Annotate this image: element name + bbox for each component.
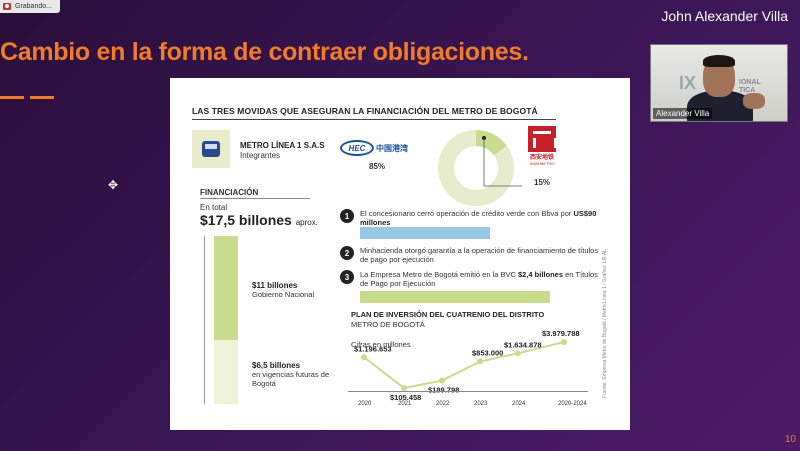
webcam-background-logo: IX [679, 73, 697, 93]
x-tick-label: 2022 [436, 401, 450, 407]
step-1-badge: 1 [340, 209, 354, 223]
step-1-text: El concesionario cerró operación de créd… [360, 209, 597, 227]
presenter-name: John Alexander Villa [661, 8, 788, 24]
data-point [401, 384, 407, 391]
financing-amount-value: $17,5 billones [200, 212, 292, 228]
financing-label: FINANCIACIÓN [200, 188, 259, 197]
recording-indicator[interactable]: Grabando... [0, 0, 60, 13]
plan-title: PLAN DE INVERSIÓN DEL CUATRENIO DEL DIST… [351, 310, 545, 319]
source-note: Fuente: Empresa Metro de Bogotá / Metro … [602, 249, 608, 398]
plan-subtitle: METRO DE BOGOTÁ [351, 320, 425, 329]
presenter-hair [703, 55, 735, 67]
data-point [439, 377, 445, 384]
webcam-name-tag: Alexander Villa [653, 108, 713, 119]
accent-divider [0, 96, 24, 99]
xian-metro-logo: 西安地铁 XIAN METRO [526, 126, 558, 166]
metro-subtitle: Integrantes [240, 151, 281, 160]
step-2-text: Minhacienda otorgó garantía a la operaci… [360, 246, 599, 264]
financing-bracket [204, 236, 205, 404]
x-tick-label: 2020 [358, 401, 372, 407]
financing-total-label: En total [200, 203, 228, 212]
data-label: $105.458 [390, 393, 421, 402]
data-label: $1.196.653 [354, 344, 392, 353]
data-label: $3.979.788 [542, 329, 580, 338]
x-tick-label: 2020-2024 [558, 401, 587, 407]
data-label: $853.000 [472, 349, 503, 358]
recording-icon [3, 3, 11, 10]
financing-divider [200, 198, 310, 199]
bogota-amount: $6,5 billones [252, 361, 301, 370]
slide-title: Cambio en la forma de contraer obligacio… [0, 38, 529, 66]
plan-units: Cifras en millones [351, 340, 411, 349]
infographic-header: LAS TRES MOVIDAS QUE ASEGURAN LA FINANCI… [192, 106, 556, 120]
step-3-bar [360, 291, 550, 303]
x-tick-label: 2023 [474, 401, 488, 407]
financing-amount-suffix: aprox. [295, 218, 318, 227]
donut-xian-slice [475, 130, 507, 156]
national-amount: $11 billones [252, 281, 298, 290]
data-point [361, 354, 367, 361]
financing-bar-national [214, 236, 238, 340]
financing-bar-bogota [214, 340, 238, 404]
data-point [477, 358, 483, 365]
webcam-video[interactable]: IX IONALTICASITY Alexander Villa [650, 44, 788, 122]
infographic-slide: LAS TRES MOVIDAS QUE ASEGURAN LA FINANCI… [170, 78, 630, 430]
data-label: $189.798 [428, 386, 459, 395]
page-number: 10 [784, 434, 796, 445]
recording-label: Grabando... [15, 3, 52, 10]
step-2-badge: 2 [340, 246, 354, 260]
data-point [515, 350, 521, 357]
metro-train-icon [192, 130, 230, 168]
data-point [561, 339, 567, 346]
chart-x-axis [348, 391, 588, 392]
ownership-donut [438, 130, 522, 206]
xian-share: 15% [534, 178, 551, 187]
donut-pointer-line [483, 138, 522, 187]
metro-title: METRO LÍNEA 1 S.A.S [240, 141, 325, 150]
step-3-badge: 3 [340, 270, 354, 284]
series-line [363, 341, 565, 390]
hec-share: 85% [369, 162, 386, 171]
hec-logo: HEC 中国港湾 [340, 140, 408, 156]
national-description: Gobierno Nacional [252, 290, 315, 299]
accent-divider [30, 96, 54, 99]
bogota-description: en vigencias futuras de Bogotá [252, 370, 330, 388]
x-tick-label: 2021 [398, 401, 412, 407]
data-label: $1.634.878 [504, 340, 542, 349]
financing-total-amount: $17,5 billones aprox. [200, 212, 318, 228]
step-1-bar [360, 227, 490, 239]
hec-logo-text: HEC [340, 140, 374, 156]
xian-logo-cn: 西安地铁 [529, 155, 554, 161]
presenter-hand [743, 93, 765, 109]
step-3-text: La Empresa Metro de Bogotá emitió en la … [360, 270, 598, 288]
move-cursor-icon: ✥ [108, 178, 119, 192]
hec-logo-cn: 中国港湾 [376, 143, 408, 153]
xian-logo-en: XIAN METRO [529, 161, 555, 166]
x-tick-label: 2024 [512, 401, 526, 407]
